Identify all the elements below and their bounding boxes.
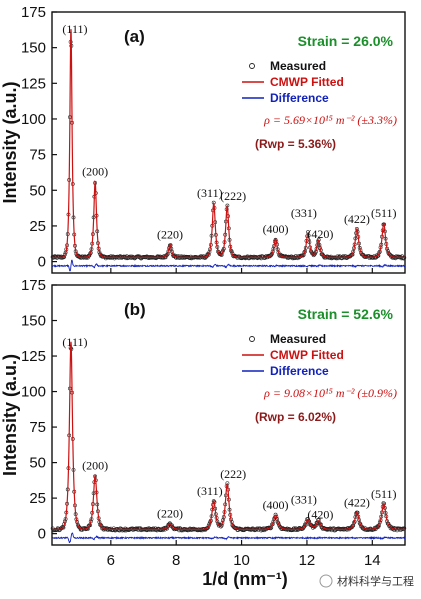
- y-tick-label: 25: [29, 218, 46, 235]
- legend-difference: Difference: [270, 91, 329, 105]
- legend-fitted: CMWP Fitted: [270, 75, 344, 89]
- peak-label: (400): [263, 498, 289, 512]
- peak-label: (222): [220, 189, 246, 203]
- peak-label: (331): [291, 206, 317, 220]
- measured-point: [206, 525, 210, 530]
- measured-point: [396, 254, 401, 259]
- y-axis-title: Intensity (a.u.): [0, 354, 20, 476]
- peak-label: (200): [82, 165, 108, 179]
- measured-point: [270, 251, 274, 256]
- legend-marker-measured: [249, 63, 255, 69]
- density-text: ρ = 9.08×10¹⁵ m⁻² (±0.9%): [263, 386, 397, 400]
- peak-label: (331): [291, 492, 317, 506]
- y-axis-title: Intensity (a.u.): [0, 81, 20, 203]
- plot-frame: [51, 284, 406, 546]
- y-tick-label: 75: [29, 419, 46, 436]
- peak-label: (511): [371, 487, 397, 501]
- y-tick-label: 0: [38, 526, 46, 543]
- watermark: 材料科学与工程: [319, 574, 414, 588]
- legend-fitted: CMWP Fitted: [270, 348, 344, 362]
- y-tick-label: 150: [21, 40, 46, 57]
- y-tick-label: 75: [29, 147, 46, 164]
- difference-line: [52, 259, 406, 272]
- fitted-line: [52, 341, 405, 530]
- y-tick-label: 50: [29, 182, 46, 199]
- y-tick-label: 125: [21, 75, 46, 92]
- density-text: ρ = 5.69×10¹⁵ m⁻² (±3.3%): [263, 113, 397, 127]
- y-tick-label: 25: [29, 490, 46, 507]
- y-tick-label: 150: [21, 313, 46, 330]
- x-tick-label: 8: [172, 552, 180, 569]
- peak-label: (220): [157, 227, 183, 241]
- peak-label: (311): [197, 484, 223, 498]
- peak-label: (400): [263, 222, 289, 236]
- measured-point: [167, 521, 172, 526]
- difference-line: [52, 532, 406, 544]
- x-tick-label: 6: [107, 552, 115, 569]
- x-tick-label: 10: [233, 552, 250, 569]
- legend-difference: Difference: [270, 364, 329, 378]
- measured-point: [176, 526, 181, 531]
- y-tick-label: 50: [29, 455, 46, 472]
- legend-marker-measured: [249, 336, 255, 342]
- measured-point: [400, 526, 405, 531]
- legend: Measured CMWP Fitted Difference: [242, 59, 344, 105]
- legend: Measured CMWP Fitted Difference: [242, 332, 344, 378]
- peak-label: (222): [220, 467, 246, 481]
- y-tick-label: 0: [38, 254, 46, 271]
- rwp-text: (Rwp = 5.36%): [255, 137, 336, 151]
- peak-label: (220): [157, 507, 183, 521]
- measured-point: [273, 512, 278, 517]
- legend-measured: Measured: [270, 332, 326, 346]
- panel-label: (a): [124, 27, 145, 46]
- measured-point: [248, 254, 253, 259]
- y-tick-label: 175: [21, 4, 46, 21]
- y-tick-label: 125: [21, 348, 46, 365]
- rwp-text: (Rwp = 6.02%): [255, 410, 336, 424]
- peak-label: (200): [82, 458, 108, 472]
- peak-label: (511): [371, 206, 397, 220]
- y-tick-label: 100: [21, 111, 46, 128]
- peak-label: (311): [197, 186, 223, 200]
- measured-point: [306, 517, 310, 521]
- peak-label: (422): [344, 495, 370, 509]
- x-tick-label: 12: [299, 552, 316, 569]
- panel-label: (b): [124, 300, 146, 319]
- y-tick-label: 100: [21, 384, 46, 401]
- strain-text: Strain = 26.0%: [298, 33, 394, 49]
- fitted-line: [52, 29, 405, 258]
- peak-label: (111): [62, 22, 87, 36]
- measured-point: [267, 525, 272, 530]
- y-tick-label: 175: [21, 277, 46, 294]
- peak-label: (420): [307, 508, 333, 522]
- panel-a: 0 25 50 75 100 125 150 175 Intensity (a.u.) (111)…: [0, 4, 407, 274]
- measured-point: [196, 528, 200, 533]
- strain-text: Strain = 52.6%: [298, 306, 394, 322]
- peak-label: (420): [307, 227, 333, 241]
- plot-frame: [51, 11, 406, 274]
- panel-b: 0 25 50 75 100 125 150 175 6 8 10 12 14 Intensity (a.…: [0, 277, 407, 569]
- measured-point: [300, 253, 305, 258]
- peak-label: (422): [344, 212, 370, 226]
- x-tick-label: 14: [364, 552, 381, 569]
- measured-point: [87, 253, 92, 258]
- watermark-text: 材料科学与工程: [337, 574, 414, 588]
- x-axis-title: 1/d (nm⁻¹): [202, 569, 288, 589]
- peak-label: (111): [62, 335, 87, 349]
- legend-measured: Measured: [270, 59, 326, 73]
- measured-point: [286, 254, 291, 259]
